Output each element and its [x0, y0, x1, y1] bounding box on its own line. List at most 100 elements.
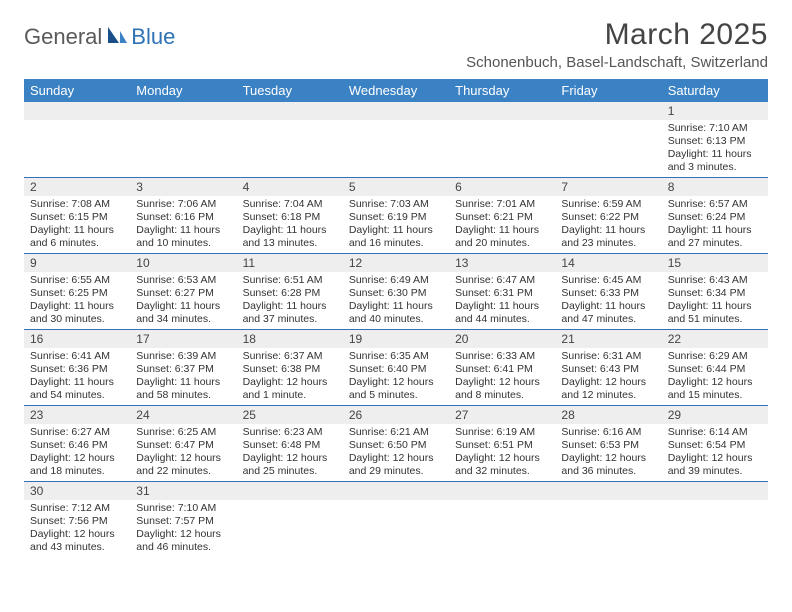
day-content: Sunrise: 6:55 AMSunset: 6:25 PMDaylight:…: [24, 272, 130, 329]
calendar-cell: [555, 482, 661, 558]
day-content: Sunrise: 7:06 AMSunset: 6:16 PMDaylight:…: [130, 196, 236, 253]
calendar-cell: 23Sunrise: 6:27 AMSunset: 6:46 PMDayligh…: [24, 406, 130, 482]
calendar-cell: 31 Sunrise: 7:10 AMSunset: 7:57 PMDayligh…: [130, 482, 236, 558]
calendar-cell: 26Sunrise: 6:21 AMSunset: 6:50 PMDayligh…: [343, 406, 449, 482]
daylight-text: Daylight: 12 hours and 46 minutes.: [136, 528, 230, 554]
calendar-week-row: 1Sunrise: 7:10 AMSunset: 6:13 PMDaylight…: [24, 102, 768, 178]
sunset-text: Sunset: 7:56 PM: [30, 515, 124, 528]
day-number: 24: [130, 406, 236, 424]
sunrise-text: Sunrise: 6:19 AM: [455, 426, 549, 439]
sunrise-text: Sunrise: 6:47 AM: [455, 274, 549, 287]
weekday-header: Monday: [130, 79, 236, 102]
day-content: Sunrise: 6:49 AMSunset: 6:30 PMDaylight:…: [343, 272, 449, 329]
weekday-header: Wednesday: [343, 79, 449, 102]
sunset-text: Sunset: 6:41 PM: [455, 363, 549, 376]
day-number: 31: [130, 482, 236, 500]
day-number: 15: [662, 254, 768, 272]
weekday-header: Tuesday: [237, 79, 343, 102]
sunrise-text: Sunrise: 7:12 AM: [30, 502, 124, 515]
day-content: Sunrise: 6:14 AMSunset: 6:54 PMDaylight:…: [662, 424, 768, 481]
day-content: Sunrise: 6:35 AMSunset: 6:40 PMDaylight:…: [343, 348, 449, 405]
sunrise-text: Sunrise: 6:16 AM: [561, 426, 655, 439]
day-content: Sunrise: 6:33 AMSunset: 6:41 PMDaylight:…: [449, 348, 555, 405]
sunset-text: Sunset: 6:38 PM: [243, 363, 337, 376]
day-content: Sunrise: 7:01 AMSunset: 6:21 PMDaylight:…: [449, 196, 555, 253]
sunrise-text: Sunrise: 6:14 AM: [668, 426, 762, 439]
day-content: Sunrise: 6:45 AMSunset: 6:33 PMDaylight:…: [555, 272, 661, 329]
sunset-text: Sunset: 6:48 PM: [243, 439, 337, 452]
calendar-cell: [662, 482, 768, 558]
calendar-week-row: 9Sunrise: 6:55 AMSunset: 6:25 PMDaylight…: [24, 254, 768, 330]
sunrise-text: Sunrise: 6:23 AM: [243, 426, 337, 439]
day-number: 11: [237, 254, 343, 272]
sunset-text: Sunset: 7:57 PM: [136, 515, 230, 528]
calendar-cell: 2Sunrise: 7:08 AMSunset: 6:15 PMDaylight…: [24, 178, 130, 254]
daylight-text: Daylight: 11 hours and 10 minutes.: [136, 224, 230, 250]
sunset-text: Sunset: 6:16 PM: [136, 211, 230, 224]
daylight-text: Daylight: 11 hours and 47 minutes.: [561, 300, 655, 326]
calendar-body: 1 Sunrise: 7:10 AM Sunset: 6:13 PM Daylight…: [24, 102, 768, 557]
sunset-text: Sunset: 6:34 PM: [668, 287, 762, 300]
sunrise-text: Sunrise: 7:10 AM: [136, 502, 230, 515]
day-content: Sunrise: 6:37 AMSunset: 6:38 PMDaylight:…: [237, 348, 343, 405]
day-number: 1: [662, 102, 768, 120]
day-number: 28: [555, 406, 661, 424]
daylight-text: Daylight: 12 hours and 29 minutes.: [349, 452, 443, 478]
day-number: 16: [24, 330, 130, 348]
calendar-cell: [449, 482, 555, 558]
weekday-header: Saturday: [662, 79, 768, 102]
daylight-text: Daylight: 11 hours and 13 minutes.: [243, 224, 337, 250]
calendar-cell: 10Sunrise: 6:53 AMSunset: 6:27 PMDayligh…: [130, 254, 236, 330]
calendar-week-row: 16Sunrise: 6:41 AMSunset: 6:36 PMDayligh…: [24, 330, 768, 406]
day-content: Sunrise: 6:57 AMSunset: 6:24 PMDaylight:…: [662, 196, 768, 253]
calendar-cell: [237, 102, 343, 178]
calendar-week-row: 30Sunrise: 7:12 AMSunset: 7:56 PMDayligh…: [24, 482, 768, 558]
day-number: 6: [449, 178, 555, 196]
calendar-cell: [449, 102, 555, 178]
calendar-cell: 22Sunrise: 6:29 AMSunset: 6:44 PMDayligh…: [662, 330, 768, 406]
calendar-cell: 30Sunrise: 7:12 AMSunset: 7:56 PMDayligh…: [24, 482, 130, 558]
day-content: Sunrise: 7:03 AMSunset: 6:19 PMDaylight:…: [343, 196, 449, 253]
day-content: Sunrise: 6:59 AMSunset: 6:22 PMDaylight:…: [555, 196, 661, 253]
daylight-text: Daylight: 11 hours and 54 minutes.: [30, 376, 124, 402]
sunrise-text: Sunrise: 6:21 AM: [349, 426, 443, 439]
calendar-cell: 27Sunrise: 6:19 AMSunset: 6:51 PMDayligh…: [449, 406, 555, 482]
calendar-table: SundayMondayTuesdayWednesdayThursdayFrid…: [24, 79, 768, 557]
title-block: March 2025 Schonenbuch, Basel-Landschaft…: [466, 18, 768, 71]
day-number: 14: [555, 254, 661, 272]
day-number: 23: [24, 406, 130, 424]
weekday-header: Sunday: [24, 79, 130, 102]
sunrise-text: Sunrise: 6:53 AM: [136, 274, 230, 287]
day-number: 9: [24, 254, 130, 272]
day-number: 27: [449, 406, 555, 424]
day-content: Sunrise: 6:29 AMSunset: 6:44 PMDaylight:…: [662, 348, 768, 405]
daylight-text: Daylight: 12 hours and 22 minutes.: [136, 452, 230, 478]
sunset-text: Sunset: 6:36 PM: [30, 363, 124, 376]
sunset-text: Sunset: 6:13 PM: [668, 135, 762, 148]
calendar-cell: 14Sunrise: 6:45 AMSunset: 6:33 PMDayligh…: [555, 254, 661, 330]
weekday-header: Thursday: [449, 79, 555, 102]
daylight-text: Daylight: 11 hours and 40 minutes.: [349, 300, 443, 326]
calendar-cell: 15Sunrise: 6:43 AMSunset: 6:34 PMDayligh…: [662, 254, 768, 330]
sunrise-text: Sunrise: 6:31 AM: [561, 350, 655, 363]
calendar-cell: 5Sunrise: 7:03 AMSunset: 6:19 PMDaylight…: [343, 178, 449, 254]
daylight-text: Daylight: 12 hours and 18 minutes.: [30, 452, 124, 478]
calendar-week-row: 23Sunrise: 6:27 AMSunset: 6:46 PMDayligh…: [24, 406, 768, 482]
sunset-text: Sunset: 6:47 PM: [136, 439, 230, 452]
sunrise-text: Sunrise: 6:27 AM: [30, 426, 124, 439]
day-number: 3: [130, 178, 236, 196]
sunset-text: Sunset: 6:44 PM: [668, 363, 762, 376]
day-number: 5: [343, 178, 449, 196]
daylight-text: Daylight: 12 hours and 8 minutes.: [455, 376, 549, 402]
logo-text-blue: Blue: [131, 24, 175, 50]
day-content: Sunrise: 6:21 AMSunset: 6:50 PMDaylight:…: [343, 424, 449, 481]
day-content: Sunrise: 6:41 AMSunset: 6:36 PMDaylight:…: [24, 348, 130, 405]
sunrise-text: Sunrise: 7:01 AM: [455, 198, 549, 211]
calendar-cell: 11Sunrise: 6:51 AMSunset: 6:28 PMDayligh…: [237, 254, 343, 330]
daylight-text: Daylight: 12 hours and 39 minutes.: [668, 452, 762, 478]
calendar-cell: 8Sunrise: 6:57 AMSunset: 6:24 PMDaylight…: [662, 178, 768, 254]
location-subtitle: Schonenbuch, Basel-Landschaft, Switzerla…: [466, 54, 768, 71]
daylight-text: Daylight: 11 hours and 16 minutes.: [349, 224, 443, 250]
calendar-cell: 28Sunrise: 6:16 AMSunset: 6:53 PMDayligh…: [555, 406, 661, 482]
day-number-empty: [343, 102, 449, 120]
